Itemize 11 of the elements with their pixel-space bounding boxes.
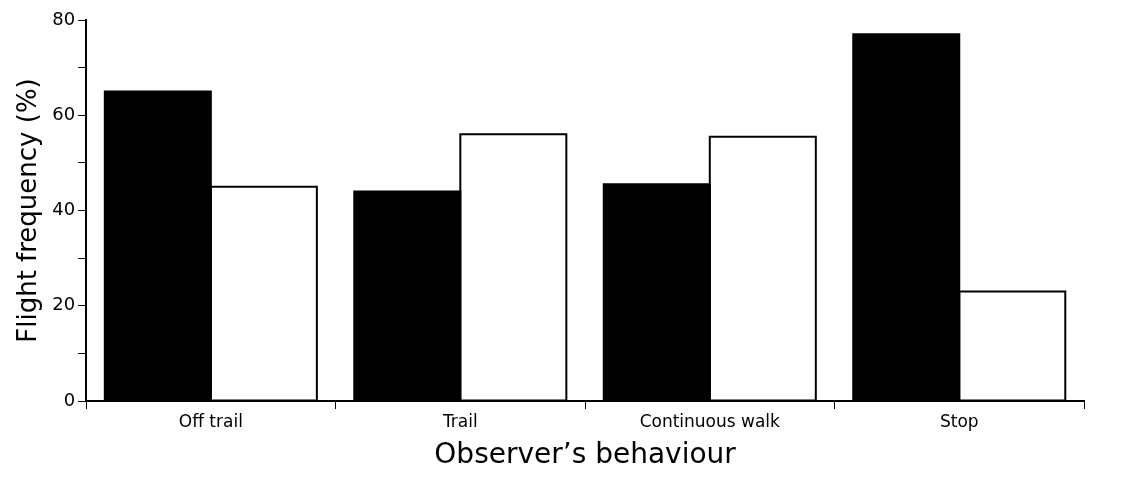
x-tick-label: Off trail [178, 410, 243, 431]
x-tick-label: Trail [441, 410, 478, 431]
y-tick-label: 0 [63, 388, 76, 410]
y-tick-label: 40 [52, 198, 76, 220]
x-tick-label: Continuous walk [639, 410, 781, 431]
y-tick-label: 20 [52, 293, 76, 315]
y-tick-label: 80 [52, 7, 76, 29]
x-tick-label: Stop [939, 410, 979, 431]
y-tick-label: 60 [52, 102, 76, 124]
x-axis-title: Observer’s behaviour [434, 437, 737, 471]
y-axis-title: Flight frequency (%) [12, 78, 43, 343]
